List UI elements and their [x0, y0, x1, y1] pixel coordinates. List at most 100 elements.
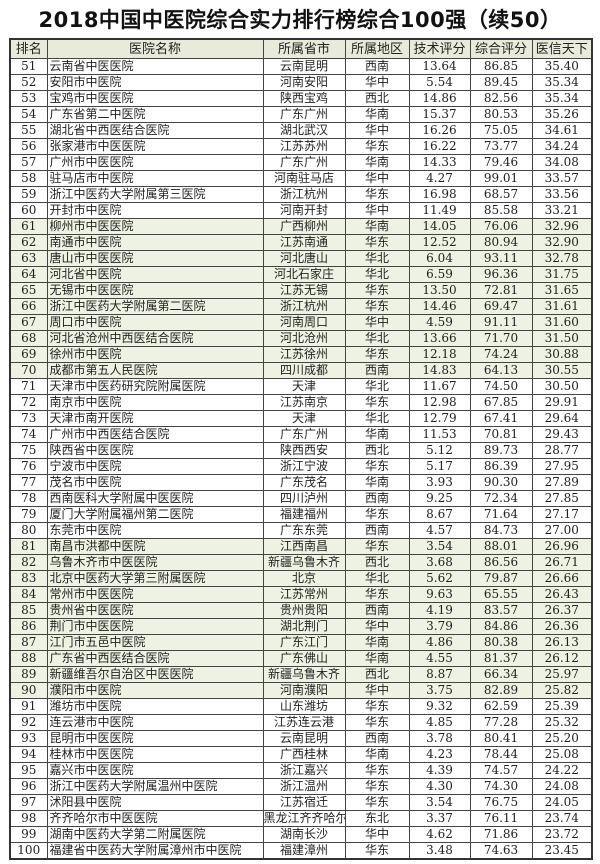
yixin-score-cell: 28.77	[531, 442, 593, 459]
region-cell: 华北	[344, 570, 410, 587]
yixin-score-cell: 31.61	[531, 298, 593, 315]
rank-cell: 56	[9, 138, 48, 155]
hospital-name-cell: 无锡市中医医院	[46, 282, 264, 299]
hospital-name-cell: 西南医科大学附属中医医院	[46, 490, 264, 507]
rank-cell: 74	[9, 426, 48, 443]
hospital-name-cell: 湖北省中西医结合医院	[46, 122, 264, 139]
province-city-cell: 浙江杭州	[262, 186, 346, 203]
overall-score-cell: 62.59	[469, 698, 533, 715]
hospital-name-cell: 成都市第五人民医院	[46, 362, 264, 379]
province-city-cell: 福建漳州	[262, 842, 346, 860]
page-title: 2018中国中医院综合实力排行榜综合100强（续50）	[38, 8, 562, 32]
overall-score-cell: 72.81	[469, 282, 533, 299]
yixin-score-cell: 29.64	[531, 410, 593, 427]
hospital-name-cell: 安阳市中医院	[46, 74, 264, 91]
yixin-score-cell: 27.85	[531, 490, 593, 507]
overall-score-cell: 77.28	[469, 714, 533, 731]
yixin-score-cell: 26.12	[531, 650, 593, 667]
region-cell: 西北	[344, 90, 410, 107]
tech-score-cell: 3.54	[408, 538, 471, 555]
province-city-cell: 广东茂名	[262, 474, 346, 491]
province-city-cell: 广西桂林	[262, 746, 346, 763]
hospital-name-cell: 广州市中西医结合医院	[46, 426, 264, 443]
overall-score-cell: 85.58	[469, 202, 533, 219]
table-row: 53 宝鸡市中医医院 陕西宝鸡 西北 14.86 82.56 35.34	[9, 90, 593, 107]
overall-score-cell: 84.73	[469, 522, 533, 539]
yixin-score-cell: 31.65	[531, 282, 593, 299]
hospital-name-cell: 浙江中医药大学附属第二医院	[46, 298, 264, 315]
hospital-name-cell: 浙江中医药大学附属第三医院	[46, 186, 264, 203]
tech-score-cell: 13.50	[408, 282, 471, 299]
yixin-score-cell: 26.43	[531, 586, 593, 603]
yixin-score-cell: 25.32	[531, 714, 593, 731]
table-row: 54 广东省第二中医院 广东广州 华南 15.37 80.53 35.26	[9, 106, 593, 123]
region-cell: 西北	[344, 442, 410, 459]
table-row: 92 连云港市中医院 江苏连云港 华东 4.85 77.28 25.32	[9, 714, 593, 731]
overall-score-cell: 84.86	[469, 618, 533, 635]
rank-cell: 85	[9, 602, 48, 619]
table-row: 96 浙江中医药大学附属温州中医院 浙江温州 华东 4.30 74.30 24.08	[9, 778, 593, 795]
yixin-score-cell: 26.96	[531, 538, 593, 555]
tech-score-cell: 5.12	[408, 442, 471, 459]
overall-score-cell: 96.36	[469, 266, 533, 283]
region-cell: 华南	[344, 218, 410, 235]
overall-score-cell: 74.57	[469, 762, 533, 779]
region-cell: 华东	[344, 538, 410, 555]
rank-cell: 82	[9, 554, 48, 571]
yixin-score-cell: 25.08	[531, 746, 593, 763]
hospital-name-cell: 南通市中医院	[46, 234, 264, 251]
table-row: 62 南通市中医院 江苏南通 华东 12.52 80.94 32.90	[9, 234, 593, 251]
tech-score-cell: 16.22	[408, 138, 471, 155]
hospital-name-cell: 开封市中医院	[46, 202, 264, 219]
region-cell: 华东	[344, 282, 410, 299]
tech-score-cell: 4.62	[408, 826, 471, 843]
hospital-name-cell: 常州市中医医院	[46, 586, 264, 603]
province-city-cell: 广西柳州	[262, 218, 346, 235]
table-row: 57 广州市中医医院 广东广州 华南 14.33 79.46 34.08	[9, 154, 593, 171]
table-row: 61 柳州市中医医院 广西柳州 华南 14.05 76.06 32.96	[9, 218, 593, 235]
table-row: 71 天津市中医药研究院附属医院 天津 华北 11.67 74.50 30.50	[9, 378, 593, 395]
rank-cell: 75	[9, 442, 48, 459]
yixin-score-cell: 24.08	[531, 778, 593, 795]
table-row: 72 南京市中医院 江苏南京 华东 12.98 67.85 29.91	[9, 394, 593, 411]
table-row: 84 常州市中医医院 江苏常州 华东 9.63 65.55 26.43	[9, 586, 593, 603]
province-city-cell: 云南昆明	[262, 730, 346, 747]
overall-score-cell: 65.55	[469, 586, 533, 603]
overall-score-cell: 74.24	[469, 346, 533, 363]
overall-score-cell: 74.63	[469, 842, 533, 860]
hospital-name-cell: 徐州市中医院	[46, 346, 264, 363]
hospital-name-cell: 昆明市中医医院	[46, 730, 264, 747]
table-row: 78 西南医科大学附属中医医院 四川泸州 西南 9.25 72.34 27.85	[9, 490, 593, 507]
table-row: 80 东莞市中医院 广东东莞 西南 4.57 84.73 27.00	[9, 522, 593, 539]
hospital-name-cell: 贵州省中医医院	[46, 602, 264, 619]
header-yixin-score: 医信天下	[531, 38, 593, 59]
table-row: 99 湖南中医药大学第二附属医院 湖南长沙 华中 4.62 71.86 23.72	[9, 826, 593, 843]
tech-score-cell: 4.27	[408, 170, 471, 187]
yixin-score-cell: 26.36	[531, 618, 593, 635]
rank-cell: 70	[9, 362, 48, 379]
yixin-score-cell: 26.71	[531, 554, 593, 571]
overall-score-cell: 76.06	[469, 218, 533, 235]
province-city-cell: 四川泸州	[262, 490, 346, 507]
tech-score-cell: 4.19	[408, 602, 471, 619]
table-row: 55 湖北省中西医结合医院 湖北武汉 华中 16.26 75.05 34.61	[9, 122, 593, 139]
table-row: 76 宁波市中医院 浙江宁波 华东 5.17 86.39 27.95	[9, 458, 593, 475]
yixin-score-cell: 34.24	[531, 138, 593, 155]
yixin-score-cell: 29.91	[531, 394, 593, 411]
region-cell: 华北	[344, 330, 410, 347]
region-cell: 华中	[344, 826, 410, 843]
table-row: 63 唐山市中医医院 河北唐山 华北 6.04 93.11 32.78	[9, 250, 593, 267]
tech-score-cell: 11.53	[408, 426, 471, 443]
table-row: 91 潍坊市中医院 山东潍坊 华东 9.32 62.59 25.39	[9, 698, 593, 715]
province-city-cell: 广东广州	[262, 154, 346, 171]
tech-score-cell: 5.62	[408, 570, 471, 587]
yixin-score-cell: 25.82	[531, 682, 593, 699]
province-city-cell: 浙江温州	[262, 778, 346, 795]
overall-score-cell: 81.37	[469, 650, 533, 667]
hospital-name-cell: 南京市中医院	[46, 394, 264, 411]
rank-cell: 86	[9, 618, 48, 635]
header-rank: 排名	[9, 38, 48, 59]
yixin-score-cell: 32.96	[531, 218, 593, 235]
tech-score-cell: 4.23	[408, 746, 471, 763]
province-city-cell: 江苏连云港	[262, 714, 346, 731]
